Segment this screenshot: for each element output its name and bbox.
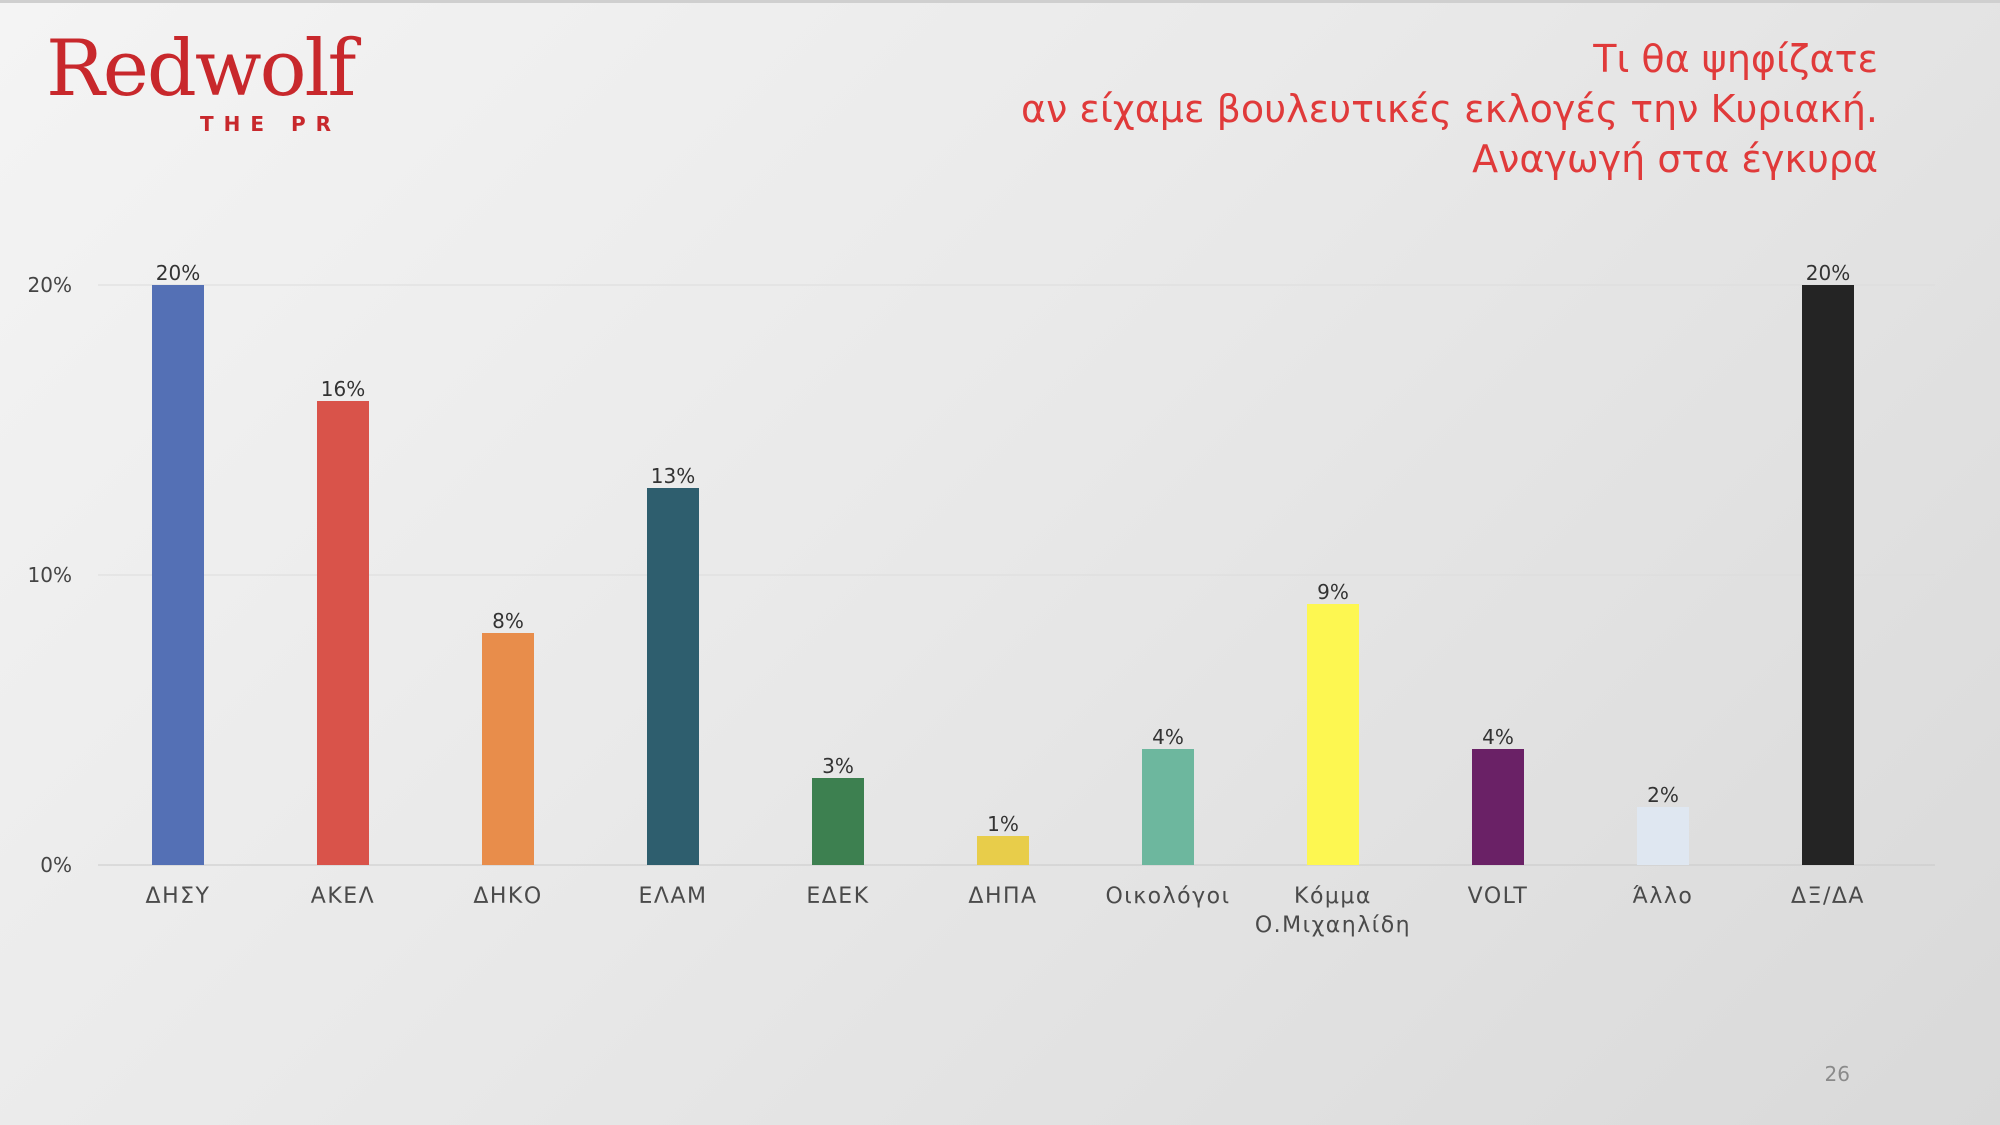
x-tick-label: ΑΚΕΛ <box>311 884 375 909</box>
data-label: 4% <box>1482 725 1514 749</box>
bar <box>1307 604 1359 865</box>
bar <box>1142 749 1194 865</box>
data-label: 2% <box>1647 783 1679 807</box>
y-tick-label: 10% <box>28 563 72 587</box>
bar <box>317 401 369 865</box>
x-tick-label: Οικολόγοι <box>1105 884 1230 909</box>
top-divider <box>0 0 2000 3</box>
x-tick-label: ΔΗΣΥ <box>146 884 211 909</box>
chart-title: Τι θα ψηφίζατε αν είχαμε βουλευτικές εκλ… <box>1021 34 1878 184</box>
title-line-3: Αναγωγή στα έγκυρα <box>1472 137 1878 181</box>
x-tick-label: VOLT <box>1468 884 1529 909</box>
x-tick-label: ΔΗΠΑ <box>968 884 1037 909</box>
data-label: 20% <box>1806 261 1850 285</box>
data-label: 20% <box>156 261 200 285</box>
data-label: 16% <box>321 377 365 401</box>
bar <box>812 778 864 865</box>
x-tick-label: ΕΛΑΜ <box>639 884 708 909</box>
data-label: 3% <box>822 754 854 778</box>
x-tick-label: Κόμμα <box>1294 884 1372 909</box>
title-line-1: Τι θα ψηφίζατε <box>1593 37 1878 81</box>
x-tick-label: Ο.Μιχαηλίδη <box>1255 913 1411 938</box>
bar <box>1802 285 1854 865</box>
bar <box>647 488 699 865</box>
x-tick-label: ΔΞ/ΔΑ <box>1791 884 1865 909</box>
bar <box>152 285 204 865</box>
data-label: 4% <box>1152 725 1184 749</box>
bar <box>1472 749 1524 865</box>
bar <box>1637 807 1689 865</box>
logo: Redwolf THE PR <box>46 24 356 144</box>
title-line-2: αν είχαμε βουλευτικές εκλογές την Κυριακ… <box>1021 87 1878 131</box>
logo-tagline: THE PR <box>200 112 342 136</box>
y-tick-label: 0% <box>40 853 72 877</box>
data-label: 13% <box>651 464 695 488</box>
data-label: 8% <box>492 609 524 633</box>
logo-wordmark: Redwolf <box>46 24 356 114</box>
x-tick-label: Άλλο <box>1633 884 1694 909</box>
bar <box>977 836 1029 865</box>
x-tick-label: ΕΔΕΚ <box>806 884 869 909</box>
bar <box>482 633 534 865</box>
page-number: 26 <box>1824 1062 1850 1086</box>
x-tick-label: ΔΗΚΟ <box>473 884 542 909</box>
data-label: 1% <box>987 812 1019 836</box>
data-label: 9% <box>1317 580 1349 604</box>
y-tick-label: 20% <box>28 273 72 297</box>
